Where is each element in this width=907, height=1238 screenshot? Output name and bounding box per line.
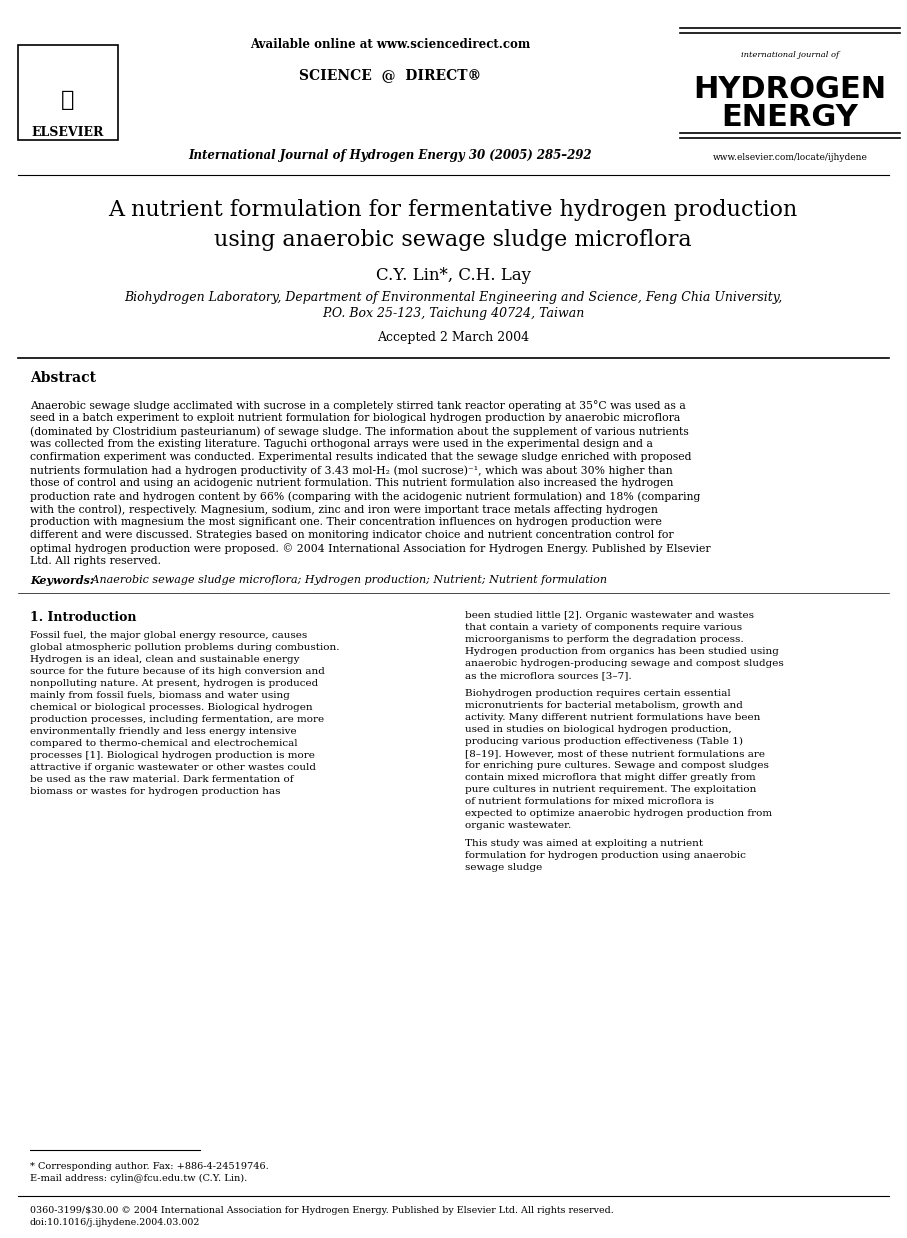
Text: C.Y. Lin*, C.H. Lay: C.Y. Lin*, C.H. Lay (375, 266, 531, 284)
Text: Keywords:: Keywords: (30, 574, 94, 586)
Text: SCIENCE  @  DIRECT®: SCIENCE @ DIRECT® (299, 68, 481, 82)
Text: those of control and using an acidogenic nutrient formulation. This nutrient for: those of control and using an acidogenic… (30, 478, 673, 488)
Text: organic wastewater.: organic wastewater. (465, 821, 571, 829)
Text: producing various production effectiveness (Table 1): producing various production effectivene… (465, 737, 743, 747)
Text: was collected from the existing literature. Taguchi orthogonal arrays were used : was collected from the existing literatu… (30, 439, 653, 449)
Text: attractive if organic wastewater or other wastes could: attractive if organic wastewater or othe… (30, 763, 316, 773)
Text: optimal hydrogen production were proposed. © 2004 International Association for : optimal hydrogen production were propose… (30, 543, 710, 553)
Text: (dominated by Clostridium pasteurianum) of sewage sludge. The information about : (dominated by Clostridium pasteurianum) … (30, 426, 688, 437)
Text: seed in a batch experiment to exploit nutrient formulation for biological hydrog: seed in a batch experiment to exploit nu… (30, 413, 680, 423)
Text: nonpolluting nature. At present, hydrogen is produced: nonpolluting nature. At present, hydroge… (30, 678, 318, 688)
Text: production processes, including fermentation, are more: production processes, including fermenta… (30, 716, 324, 724)
Text: ENERGY: ENERGY (722, 104, 858, 132)
Text: International Journal of Hydrogen Energy 30 (2005) 285–292: International Journal of Hydrogen Energy… (189, 149, 591, 161)
Text: using anaerobic sewage sludge microflora: using anaerobic sewage sludge microflora (214, 229, 692, 251)
Text: [8–19]. However, most of these nutrient formulations are: [8–19]. However, most of these nutrient … (465, 749, 765, 758)
Text: with the control), respectively. Magnesium, sodium, zinc and iron were important: with the control), respectively. Magnesi… (30, 504, 658, 515)
Text: mainly from fossil fuels, biomass and water using: mainly from fossil fuels, biomass and wa… (30, 691, 290, 699)
Text: been studied little [2]. Organic wastewater and wastes: been studied little [2]. Organic wastewa… (465, 612, 754, 620)
Text: compared to thermo-chemical and electrochemical: compared to thermo-chemical and electroc… (30, 739, 297, 748)
Text: 0360-3199/$30.00 © 2004 International Association for Hydrogen Energy. Published: 0360-3199/$30.00 © 2004 International As… (30, 1206, 614, 1214)
Text: HYDROGEN: HYDROGEN (694, 76, 886, 104)
Text: chemical or biological processes. Biological hydrogen: chemical or biological processes. Biolog… (30, 703, 313, 712)
Text: contain mixed microflora that might differ greatly from: contain mixed microflora that might diff… (465, 773, 756, 782)
Text: international journal of: international journal of (741, 51, 839, 59)
Text: doi:10.1016/j.ijhydene.2004.03.002: doi:10.1016/j.ijhydene.2004.03.002 (30, 1218, 200, 1227)
Text: Hydrogen is an ideal, clean and sustainable energy: Hydrogen is an ideal, clean and sustaina… (30, 655, 299, 664)
Text: pure cultures in nutrient requirement. The exploitation: pure cultures in nutrient requirement. T… (465, 785, 756, 794)
Text: Hydrogen production from organics has been studied using: Hydrogen production from organics has be… (465, 647, 779, 656)
Text: different and were discussed. Strategies based on monitoring indicator choice an: different and were discussed. Strategies… (30, 530, 674, 540)
Text: ELSEVIER: ELSEVIER (32, 125, 104, 139)
Text: www.elsevier.com/locate/ijhydene: www.elsevier.com/locate/ijhydene (713, 154, 867, 162)
Text: as the microflora sources [3–7].: as the microflora sources [3–7]. (465, 671, 631, 680)
Text: Anaerobic sewage sludge microflora; Hydrogen production; Nutrient; Nutrient form: Anaerobic sewage sludge microflora; Hydr… (88, 574, 607, 586)
Text: for enriching pure cultures. Sewage and compost sludges: for enriching pure cultures. Sewage and … (465, 761, 769, 770)
Text: confirmation experiment was conducted. Experimental results indicated that the s: confirmation experiment was conducted. E… (30, 452, 691, 462)
Text: Anaerobic sewage sludge acclimated with sucrose in a completely stirred tank rea: Anaerobic sewage sludge acclimated with … (30, 400, 686, 411)
FancyBboxPatch shape (18, 45, 118, 140)
Text: sewage sludge: sewage sludge (465, 863, 542, 872)
Text: production rate and hydrogen content by 66% (comparing with the acidogenic nutri: production rate and hydrogen content by … (30, 491, 700, 501)
Text: micronutrients for bacterial metabolism, growth and: micronutrients for bacterial metabolism,… (465, 701, 743, 711)
Text: activity. Many different nutrient formulations have been: activity. Many different nutrient formul… (465, 713, 760, 722)
Text: 🌳: 🌳 (62, 90, 74, 110)
Text: of nutrient formulations for mixed microflora is: of nutrient formulations for mixed micro… (465, 797, 714, 806)
Text: E-mail address: cylin@fcu.edu.tw (C.Y. Lin).: E-mail address: cylin@fcu.edu.tw (C.Y. L… (30, 1174, 248, 1184)
Text: Abstract: Abstract (30, 371, 96, 385)
Text: formulation for hydrogen production using anaerobic: formulation for hydrogen production usin… (465, 851, 746, 860)
Text: anaerobic hydrogen-producing sewage and compost sludges: anaerobic hydrogen-producing sewage and … (465, 659, 784, 669)
Text: source for the future because of its high conversion and: source for the future because of its hig… (30, 667, 325, 676)
Text: microorganisms to perform the degradation process.: microorganisms to perform the degradatio… (465, 635, 744, 644)
Text: A nutrient formulation for fermentative hydrogen production: A nutrient formulation for fermentative … (108, 199, 797, 222)
Text: nutrients formulation had a hydrogen productivity of 3.43 mol-H₂ (mol sucrose)⁻¹: nutrients formulation had a hydrogen pro… (30, 465, 673, 475)
Text: that contain a variety of components require various: that contain a variety of components req… (465, 623, 742, 633)
Text: processes [1]. Biological hydrogen production is more: processes [1]. Biological hydrogen produ… (30, 751, 315, 760)
Text: Accepted 2 March 2004: Accepted 2 March 2004 (377, 332, 529, 344)
Text: P.O. Box 25-123, Taichung 40724, Taiwan: P.O. Box 25-123, Taichung 40724, Taiwan (322, 307, 584, 321)
Text: Biohydrogen Laboratory, Department of Environmental Engineering and Science, Fen: Biohydrogen Laboratory, Department of En… (124, 291, 782, 305)
Text: be used as the raw material. Dark fermentation of: be used as the raw material. Dark fermen… (30, 775, 294, 784)
Text: Biohydrogen production requires certain essential: Biohydrogen production requires certain … (465, 690, 731, 698)
Text: 1. Introduction: 1. Introduction (30, 612, 136, 624)
Text: Fossil fuel, the major global energy resource, causes: Fossil fuel, the major global energy res… (30, 631, 307, 640)
Text: * Corresponding author. Fax: +886-4-24519746.: * Corresponding author. Fax: +886-4-2451… (30, 1162, 268, 1171)
Text: biomass or wastes for hydrogen production has: biomass or wastes for hydrogen productio… (30, 787, 280, 796)
Text: expected to optimize anaerobic hydrogen production from: expected to optimize anaerobic hydrogen … (465, 808, 772, 818)
Text: production with magnesium the most significant one. Their concentration influenc: production with magnesium the most signi… (30, 517, 662, 527)
Text: global atmospheric pollution problems during combustion.: global atmospheric pollution problems du… (30, 643, 339, 652)
Text: This study was aimed at exploiting a nutrient: This study was aimed at exploiting a nut… (465, 839, 703, 848)
Text: used in studies on biological hydrogen production,: used in studies on biological hydrogen p… (465, 725, 732, 734)
Text: environmentally friendly and less energy intensive: environmentally friendly and less energy… (30, 727, 297, 737)
Text: Ltd. All rights reserved.: Ltd. All rights reserved. (30, 556, 161, 566)
Text: Available online at www.sciencedirect.com: Available online at www.sciencedirect.co… (249, 38, 530, 52)
